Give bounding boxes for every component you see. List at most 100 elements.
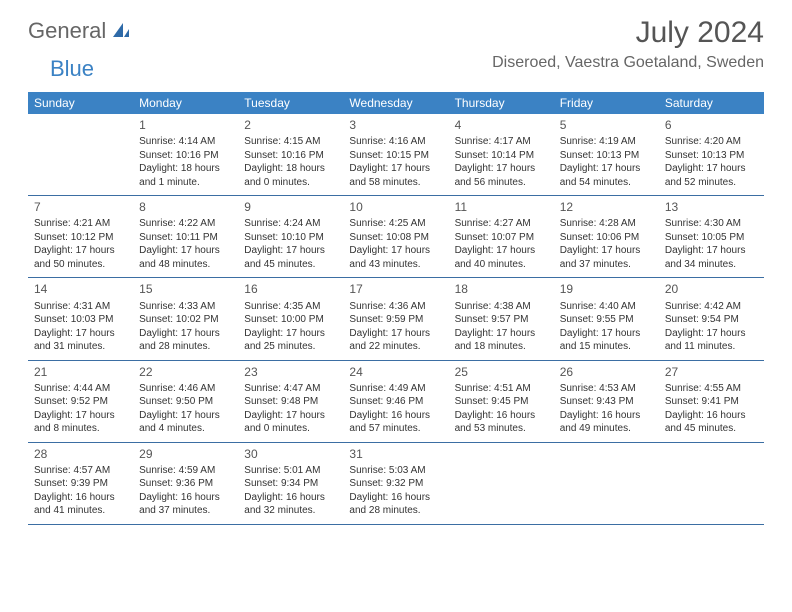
logo-sail-icon (111, 21, 131, 39)
day-info-line: Sunset: 9:59 PM (349, 313, 442, 327)
day-info-line: Sunrise: 4:38 AM (455, 300, 548, 314)
day-info-line: Sunrise: 4:25 AM (349, 217, 442, 231)
day-info-line: Sunrise: 4:47 AM (244, 382, 337, 396)
day-cell: 5Sunrise: 4:19 AMSunset: 10:13 PMDayligh… (554, 114, 659, 195)
day-info-line: Sunset: 9:48 PM (244, 395, 337, 409)
day-number: 19 (560, 281, 653, 297)
day-info-line: Sunset: 10:07 PM (455, 231, 548, 245)
day-info-line: Sunset: 10:12 PM (34, 231, 127, 245)
day-info-line: Sunrise: 4:44 AM (34, 382, 127, 396)
day-info-line: Sunrise: 4:15 AM (244, 135, 337, 149)
day-info-line: Sunset: 10:13 PM (560, 149, 653, 163)
day-info-line: Daylight: 17 hours and 34 minutes. (665, 244, 758, 271)
empty-cell (449, 443, 554, 524)
logo-text-1: General (28, 18, 106, 44)
day-info-line: Sunset: 10:16 PM (244, 149, 337, 163)
day-cell: 30Sunrise: 5:01 AMSunset: 9:34 PMDayligh… (238, 443, 343, 524)
weekday-header: Wednesday (343, 92, 448, 114)
day-number: 9 (244, 199, 337, 215)
empty-cell (659, 443, 764, 524)
day-info-line: Sunrise: 4:21 AM (34, 217, 127, 231)
day-info-line: Sunset: 10:08 PM (349, 231, 442, 245)
day-cell: 21Sunrise: 4:44 AMSunset: 9:52 PMDayligh… (28, 361, 133, 442)
day-cell: 15Sunrise: 4:33 AMSunset: 10:02 PMDaylig… (133, 278, 238, 359)
day-info-line: Sunset: 9:55 PM (560, 313, 653, 327)
day-number: 12 (560, 199, 653, 215)
day-info-line: Daylight: 18 hours and 1 minute. (139, 162, 232, 189)
day-info-line: Sunset: 10:16 PM (139, 149, 232, 163)
day-number: 11 (455, 199, 548, 215)
calendar-page: General July 2024 Diseroed, Vaestra Goet… (0, 0, 792, 543)
day-info-line: Sunrise: 4:31 AM (34, 300, 127, 314)
day-number: 10 (349, 199, 442, 215)
day-cell: 8Sunrise: 4:22 AMSunset: 10:11 PMDayligh… (133, 196, 238, 277)
day-info-line: Daylight: 18 hours and 0 minutes. (244, 162, 337, 189)
day-cell: 7Sunrise: 4:21 AMSunset: 10:12 PMDayligh… (28, 196, 133, 277)
day-cell: 22Sunrise: 4:46 AMSunset: 9:50 PMDayligh… (133, 361, 238, 442)
calendar-grid: Sunday Monday Tuesday Wednesday Thursday… (28, 92, 764, 525)
day-number: 18 (455, 281, 548, 297)
day-info-line: Sunrise: 4:20 AM (665, 135, 758, 149)
week-row: 28Sunrise: 4:57 AMSunset: 9:39 PMDayligh… (28, 443, 764, 525)
day-info-line: Sunset: 9:45 PM (455, 395, 548, 409)
day-cell: 23Sunrise: 4:47 AMSunset: 9:48 PMDayligh… (238, 361, 343, 442)
day-info-line: Sunset: 9:34 PM (244, 477, 337, 491)
day-info-line: Sunset: 9:39 PM (34, 477, 127, 491)
day-number: 7 (34, 199, 127, 215)
day-number: 29 (139, 446, 232, 462)
day-info-line: Sunrise: 4:24 AM (244, 217, 337, 231)
day-info-line: Daylight: 17 hours and 0 minutes. (244, 409, 337, 436)
day-info-line: Sunset: 10:00 PM (244, 313, 337, 327)
day-cell: 29Sunrise: 4:59 AMSunset: 9:36 PMDayligh… (133, 443, 238, 524)
day-info-line: Daylight: 16 hours and 53 minutes. (455, 409, 548, 436)
day-info-line: Daylight: 17 hours and 18 minutes. (455, 327, 548, 354)
day-number: 13 (665, 199, 758, 215)
day-cell: 25 Sunrise: 4:51 AMSunset: 9:45 PMDayligh… (449, 361, 554, 442)
day-cell: 19Sunrise: 4:40 AMSunset: 9:55 PMDayligh… (554, 278, 659, 359)
day-cell: 1Sunrise: 4:14 AMSunset: 10:16 PMDayligh… (133, 114, 238, 195)
day-cell: 24Sunrise: 4:49 AMSunset: 9:46 PMDayligh… (343, 361, 448, 442)
day-info-line: Daylight: 16 hours and 41 minutes. (34, 491, 127, 518)
day-info-line: Sunset: 10:02 PM (139, 313, 232, 327)
day-info-line: Sunrise: 4:55 AM (665, 382, 758, 396)
day-info-line: Sunrise: 4:51 AM (455, 382, 548, 396)
day-number: 3 (349, 117, 442, 133)
day-cell: 2Sunrise: 4:15 AMSunset: 10:16 PMDayligh… (238, 114, 343, 195)
logo: General (28, 18, 133, 44)
day-info-line: Sunrise: 4:57 AM (34, 464, 127, 478)
day-info-line: Daylight: 16 hours and 28 minutes. (349, 491, 442, 518)
day-info-line: Daylight: 17 hours and 45 minutes. (244, 244, 337, 271)
day-info-line: Daylight: 17 hours and 48 minutes. (139, 244, 232, 271)
day-info-line: Sunrise: 4:28 AM (560, 217, 653, 231)
day-info-line: Sunrise: 4:17 AM (455, 135, 548, 149)
day-info-line: Daylight: 17 hours and 54 minutes. (560, 162, 653, 189)
day-info-line: Daylight: 16 hours and 57 minutes. (349, 409, 442, 436)
empty-cell (28, 114, 133, 195)
day-cell: 26Sunrise: 4:53 AMSunset: 9:43 PMDayligh… (554, 361, 659, 442)
weekday-header-row: Sunday Monday Tuesday Wednesday Thursday… (28, 92, 764, 114)
day-number: 16 (244, 281, 337, 297)
day-cell: 6Sunrise: 4:20 AMSunset: 10:13 PMDayligh… (659, 114, 764, 195)
day-info-line: Daylight: 17 hours and 52 minutes. (665, 162, 758, 189)
empty-cell (554, 443, 659, 524)
weekday-header: Tuesday (238, 92, 343, 114)
day-cell: 28Sunrise: 4:57 AMSunset: 9:39 PMDayligh… (28, 443, 133, 524)
day-info-line: Sunrise: 4:27 AM (455, 217, 548, 231)
day-info-line: Sunrise: 4:30 AM (665, 217, 758, 231)
day-number: 24 (349, 364, 442, 380)
day-info-line: Daylight: 17 hours and 40 minutes. (455, 244, 548, 271)
day-number: 25 (455, 364, 548, 380)
weekday-header: Thursday (449, 92, 554, 114)
day-info-line: Sunrise: 4:40 AM (560, 300, 653, 314)
day-info-line: Sunset: 9:54 PM (665, 313, 758, 327)
week-row: 7 Sunrise: 4:21 AMSunset: 10:12 PM Dayligh… (28, 196, 764, 278)
day-number: 4 (455, 117, 548, 133)
day-info-line: Sunset: 9:57 PM (455, 313, 548, 327)
day-info-line: Sunrise: 4:22 AM (139, 217, 232, 231)
day-info-line: Sunrise: 4:36 AM (349, 300, 442, 314)
day-info-line: Daylight: 16 hours and 37 minutes. (139, 491, 232, 518)
day-info-line: Sunset: 10:03 PM (34, 313, 127, 327)
logo-text-2: Blue (50, 56, 94, 81)
day-info-line: Sunset: 10:13 PM (665, 149, 758, 163)
day-cell: 10Sunrise: 4:25 AMSunset: 10:08 PMDaylig… (343, 196, 448, 277)
